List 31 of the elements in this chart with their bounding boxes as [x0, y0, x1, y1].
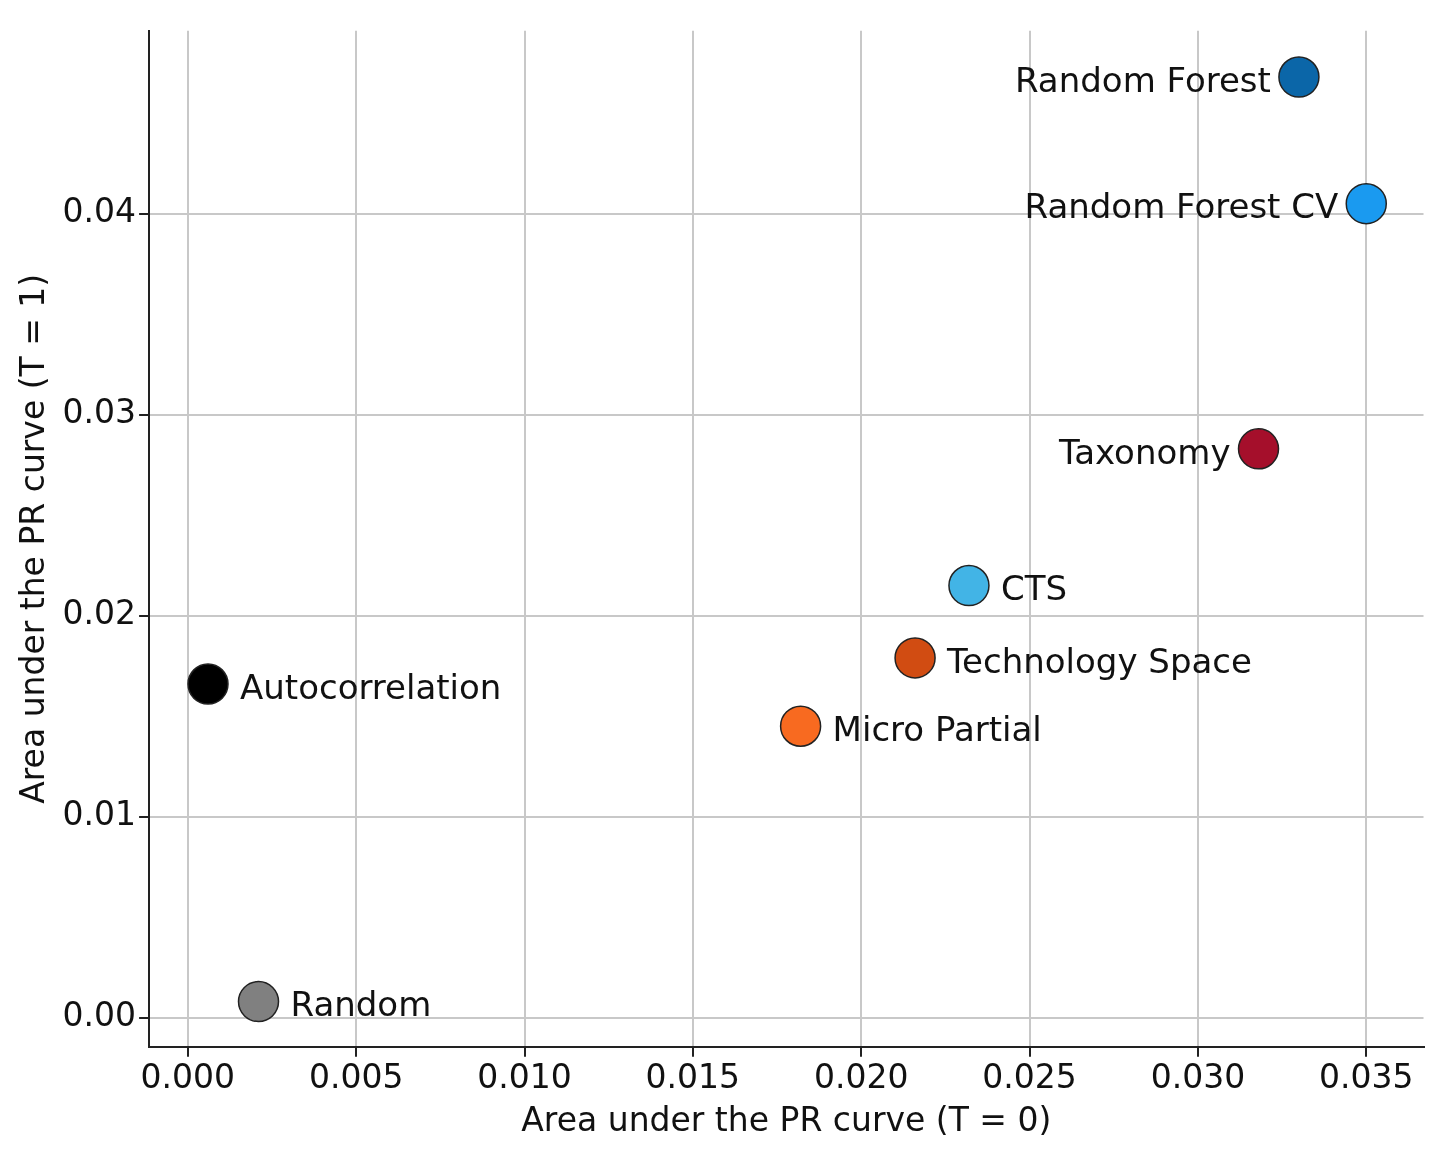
x-tick-label: 0.010 — [477, 1057, 572, 1097]
y-axis-title: Area under the PR curve (T = 1) — [13, 273, 53, 804]
y-tick-label: 0.04 — [62, 191, 137, 231]
series-label: Taxonomy — [1058, 431, 1231, 472]
series-label: Micro Partial — [832, 709, 1042, 750]
y-tick-label: 0.01 — [62, 794, 137, 834]
x-tick-label: 0.035 — [1319, 1057, 1414, 1097]
x-tick-label: 0.020 — [813, 1057, 909, 1097]
series-label: Autocorrelation — [240, 666, 502, 707]
point — [1237, 428, 1280, 470]
x-tick-label: 0.015 — [645, 1057, 741, 1097]
y-tick-label: 0.03 — [62, 392, 137, 432]
series-label: CTS — [1000, 568, 1068, 609]
series-label: Random — [290, 984, 432, 1025]
x-tick-label: 0.005 — [308, 1057, 404, 1097]
series-label: Technology Space — [946, 640, 1252, 681]
point — [948, 564, 990, 607]
x-tick-label: 0.025 — [982, 1057, 1077, 1097]
point — [1278, 56, 1320, 98]
series-label: Random Forest CV — [1024, 186, 1339, 227]
series-label: Random Forest — [1015, 59, 1271, 100]
x-tick-label: 0.000 — [140, 1057, 236, 1097]
point — [1345, 182, 1388, 225]
point — [779, 705, 822, 747]
point — [187, 663, 229, 705]
x-axis-title: Area under the PR curve (T = 0) — [521, 1099, 1052, 1139]
point — [237, 980, 280, 1023]
point — [894, 637, 936, 679]
y-tick-label: 0.02 — [62, 593, 137, 633]
x-tick-label: 0.030 — [1150, 1057, 1246, 1097]
y-tick-label: 0.00 — [62, 995, 137, 1035]
